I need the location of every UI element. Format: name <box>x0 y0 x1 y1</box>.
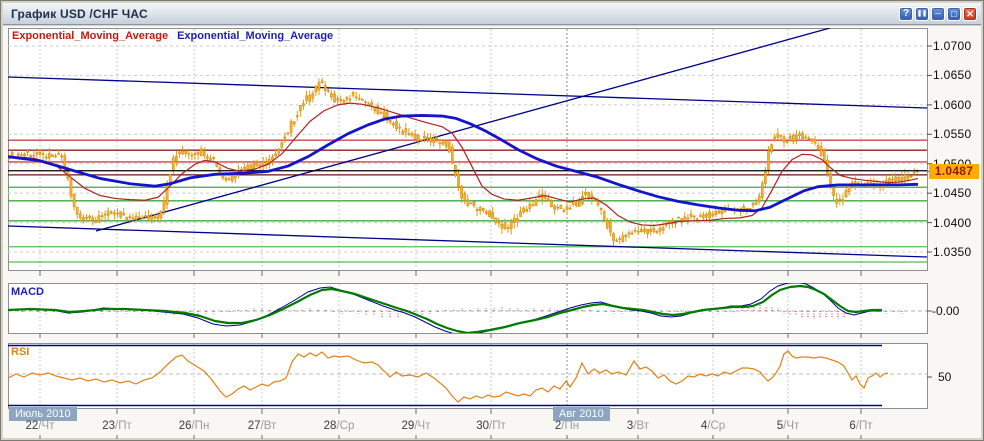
main-chart-panel[interactable] <box>8 28 928 271</box>
date-label: 29/Чт <box>401 420 431 432</box>
date-label: 30/Пт <box>476 420 506 432</box>
ema-fast-legend-label: Exponential_Moving_Average <box>12 30 169 42</box>
date-label: 4/Ср <box>700 420 726 432</box>
price-label: 1.0650 <box>933 68 972 83</box>
macd-panel[interactable] <box>8 283 928 334</box>
price-label: 1.0600 <box>933 97 972 112</box>
minimize-button[interactable]: ─ <box>931 6 945 21</box>
date-label: 2/Пн <box>554 420 580 432</box>
close-button[interactable]: ✕ <box>963 6 977 21</box>
price-label: 1.0400 <box>933 215 972 230</box>
date-label: 28/Ср <box>323 420 355 432</box>
date-label: 22/Чт <box>25 420 55 432</box>
macd-label: MACD <box>11 286 44 298</box>
window-title: График USD /CHF ЧАС <box>11 6 148 21</box>
date-label: 3/Вт <box>626 420 650 432</box>
date-label: 23/Пт <box>102 420 132 432</box>
indicator-legend: Exponential_Moving_Average Exponential_Mo… <box>12 30 333 42</box>
title-bar[interactable]: График USD /CHF ЧАС ? ❚❚ ─ □ ✕ <box>3 3 981 25</box>
price-label: 1.0350 <box>933 245 972 259</box>
date-label: 27/Вт <box>247 420 277 432</box>
pause-button[interactable]: ❚❚ <box>915 6 929 21</box>
price-label: 1.0450 <box>933 186 972 201</box>
date-label: 6/Пт <box>849 420 873 432</box>
price-label: 1.0700 <box>933 39 972 53</box>
date-label: 5/Чт <box>776 420 800 432</box>
macd-value: -0.00 <box>932 304 960 318</box>
date-label: 26/Пн <box>178 420 210 432</box>
rsi-level-value: 50 <box>938 370 952 384</box>
month-label: Авг 2010 <box>553 407 610 421</box>
ema-slow-legend-label: Exponential_Moving_Average <box>177 30 334 42</box>
current-price-tag: 1.0487 <box>929 164 979 179</box>
maximize-button[interactable]: □ <box>947 6 961 21</box>
window-controls: ? ❚❚ ─ □ ✕ <box>899 6 977 21</box>
help-button[interactable]: ? <box>899 6 913 21</box>
price-label: 1.0550 <box>933 127 972 142</box>
month-label: Июль 2010 <box>9 407 77 421</box>
rsi-label: RSI <box>11 346 30 358</box>
rsi-panel[interactable] <box>8 343 928 409</box>
